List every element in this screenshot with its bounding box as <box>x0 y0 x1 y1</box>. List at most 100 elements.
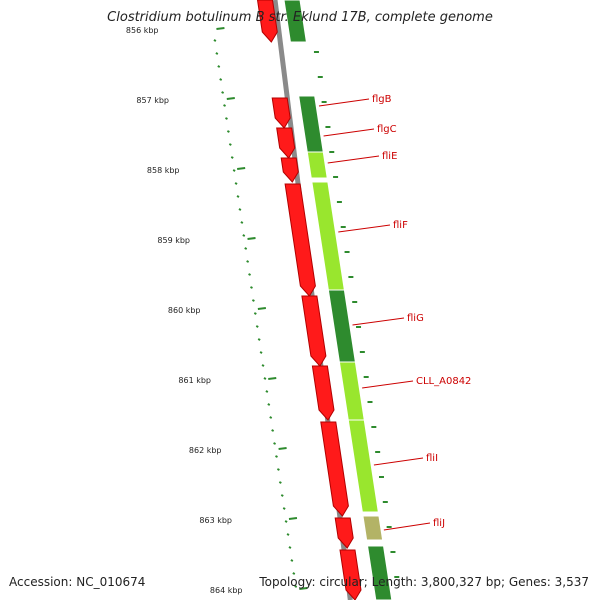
page-title: Clostridium botulinum B str. Eklund 17B,… <box>107 10 493 25</box>
scale-label: 862 kbp <box>189 446 222 455</box>
scale-tick-dot <box>255 325 259 328</box>
gene-label-flij: fliJ <box>433 518 445 529</box>
scale-tick-dot <box>213 39 217 42</box>
scale-ticks <box>213 27 400 590</box>
scale-tick-dot <box>286 533 290 536</box>
scale-tick-dot <box>284 520 288 523</box>
scale-label: 857 kbp <box>136 96 169 105</box>
cds-arrow-7 <box>320 421 349 517</box>
scale-label: 863 kbp <box>199 516 232 525</box>
leader-line <box>327 155 380 164</box>
scale-major-tick <box>268 377 277 380</box>
scale-tick-dot <box>273 442 277 445</box>
scale-label: 859 kbp <box>157 236 190 245</box>
scale-tick-dot <box>271 429 275 432</box>
scale-tick-dot <box>290 559 294 562</box>
scale-tick-dot <box>234 182 238 185</box>
band-segment-6 <box>347 419 379 513</box>
band-segment-8 <box>366 545 393 600</box>
scale-major-tick <box>278 447 287 450</box>
scale-tick-dot <box>250 286 253 289</box>
scale-tick-dot <box>246 260 250 263</box>
cds-arrow-4 <box>284 183 316 297</box>
topology-text: Topology: circular; Length: 3,800,327 bp… <box>259 575 589 589</box>
scale-tick-dot <box>265 390 269 393</box>
scale-major-tick <box>237 167 246 170</box>
scale-tick-dot <box>238 208 242 211</box>
scale-tick-dot <box>251 299 255 302</box>
band-segment-0 <box>283 0 308 43</box>
leader-line <box>383 522 431 531</box>
scale-tick-dot <box>259 351 263 354</box>
leader-line <box>318 98 370 107</box>
gene-label-flii: fliI <box>426 453 438 464</box>
leader-line <box>362 380 414 389</box>
leader-line <box>338 224 391 233</box>
scale-tick-dot <box>282 507 286 510</box>
scale-tick-dot <box>253 312 257 315</box>
cds-arrow-0 <box>256 0 278 43</box>
band-segment-3 <box>311 181 345 291</box>
scale-tick-dot <box>280 494 284 497</box>
cds-arrow-2 <box>276 127 296 159</box>
scale-major-tick <box>288 517 298 520</box>
scale-tick-dot <box>240 221 244 224</box>
scale-tick-dot <box>288 546 292 549</box>
gene-labels: flgB flgC fliE fliF fliG CLL_A0842 fliI fliJ <box>318 94 471 531</box>
cds-arrow-3 <box>280 157 299 183</box>
scale-tick-dot <box>225 117 228 120</box>
scale-label: 860 kbp <box>168 306 201 315</box>
gene-label-flif: fliF <box>393 220 408 231</box>
leader-line <box>352 317 405 326</box>
band-segment-7 <box>362 515 384 541</box>
scale-tick-dot <box>217 65 221 68</box>
band-segment-4 <box>327 289 356 363</box>
scale-tick-dot <box>248 273 251 276</box>
gene-label-cll_a0842: CLL_A0842 <box>416 376 471 387</box>
band-segment-1 <box>298 95 324 153</box>
scale-major-tick <box>247 237 256 240</box>
cds-arrow-6 <box>311 365 335 421</box>
gene-label-flig: fliG <box>407 313 424 324</box>
scale-tick-dot <box>236 195 240 198</box>
leader-line <box>323 128 375 137</box>
gene-label-flgc: flgC <box>377 124 397 135</box>
scale-tick-dot <box>278 481 282 484</box>
scale-label: 864 kbp <box>210 586 243 595</box>
scale-tick-dot <box>221 91 225 94</box>
cds-arrow-5 <box>301 295 327 367</box>
scale-tick-dot <box>223 104 226 107</box>
cds-arrow-9 <box>339 549 362 600</box>
feature-ring <box>256 0 393 600</box>
scale-tick-dot <box>226 130 230 133</box>
scale-tick-dot <box>294 585 298 588</box>
scale-label: 861 kbp <box>178 376 211 385</box>
scale-tick-dot <box>292 572 296 575</box>
band-segment-5 <box>338 361 365 421</box>
scale-tick-dot <box>257 338 261 341</box>
scale-label: 858 kbp <box>147 166 180 175</box>
scale-tick-dot <box>219 78 223 81</box>
gene-label-flgb: flgB <box>372 94 392 105</box>
cds-arrow-8 <box>334 517 354 549</box>
scale-tick-dot <box>269 416 273 419</box>
scale-tick-dot <box>232 169 236 172</box>
scale-tick-dot <box>267 403 271 406</box>
scale-tick-dot <box>261 364 265 367</box>
scale-tick-dot <box>228 143 232 146</box>
accession-text: Accession: NC_010674 <box>9 575 146 589</box>
scale-tick-dot <box>242 234 246 237</box>
cds-arrow-1 <box>271 97 291 129</box>
scale-tick-dot <box>244 247 248 250</box>
leader-line <box>373 457 424 466</box>
scale-tick-dot <box>230 156 234 159</box>
gene-label-flie: fliE <box>382 151 397 162</box>
scale-labels: 856 kbp 857 kbp 858 kbp 859 kbp 860 kbp 861 k… <box>126 26 243 595</box>
scale-tick-dot <box>263 377 267 380</box>
scale-major-tick <box>216 27 225 30</box>
scale-tick-dot <box>276 468 280 471</box>
scale-major-tick <box>257 307 267 310</box>
scale-major-tick <box>226 97 235 100</box>
scale-label: 856 kbp <box>126 26 159 35</box>
